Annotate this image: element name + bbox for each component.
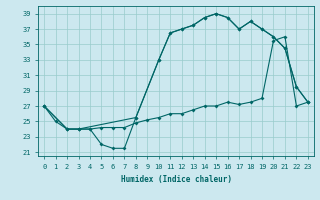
X-axis label: Humidex (Indice chaleur): Humidex (Indice chaleur) [121,175,231,184]
